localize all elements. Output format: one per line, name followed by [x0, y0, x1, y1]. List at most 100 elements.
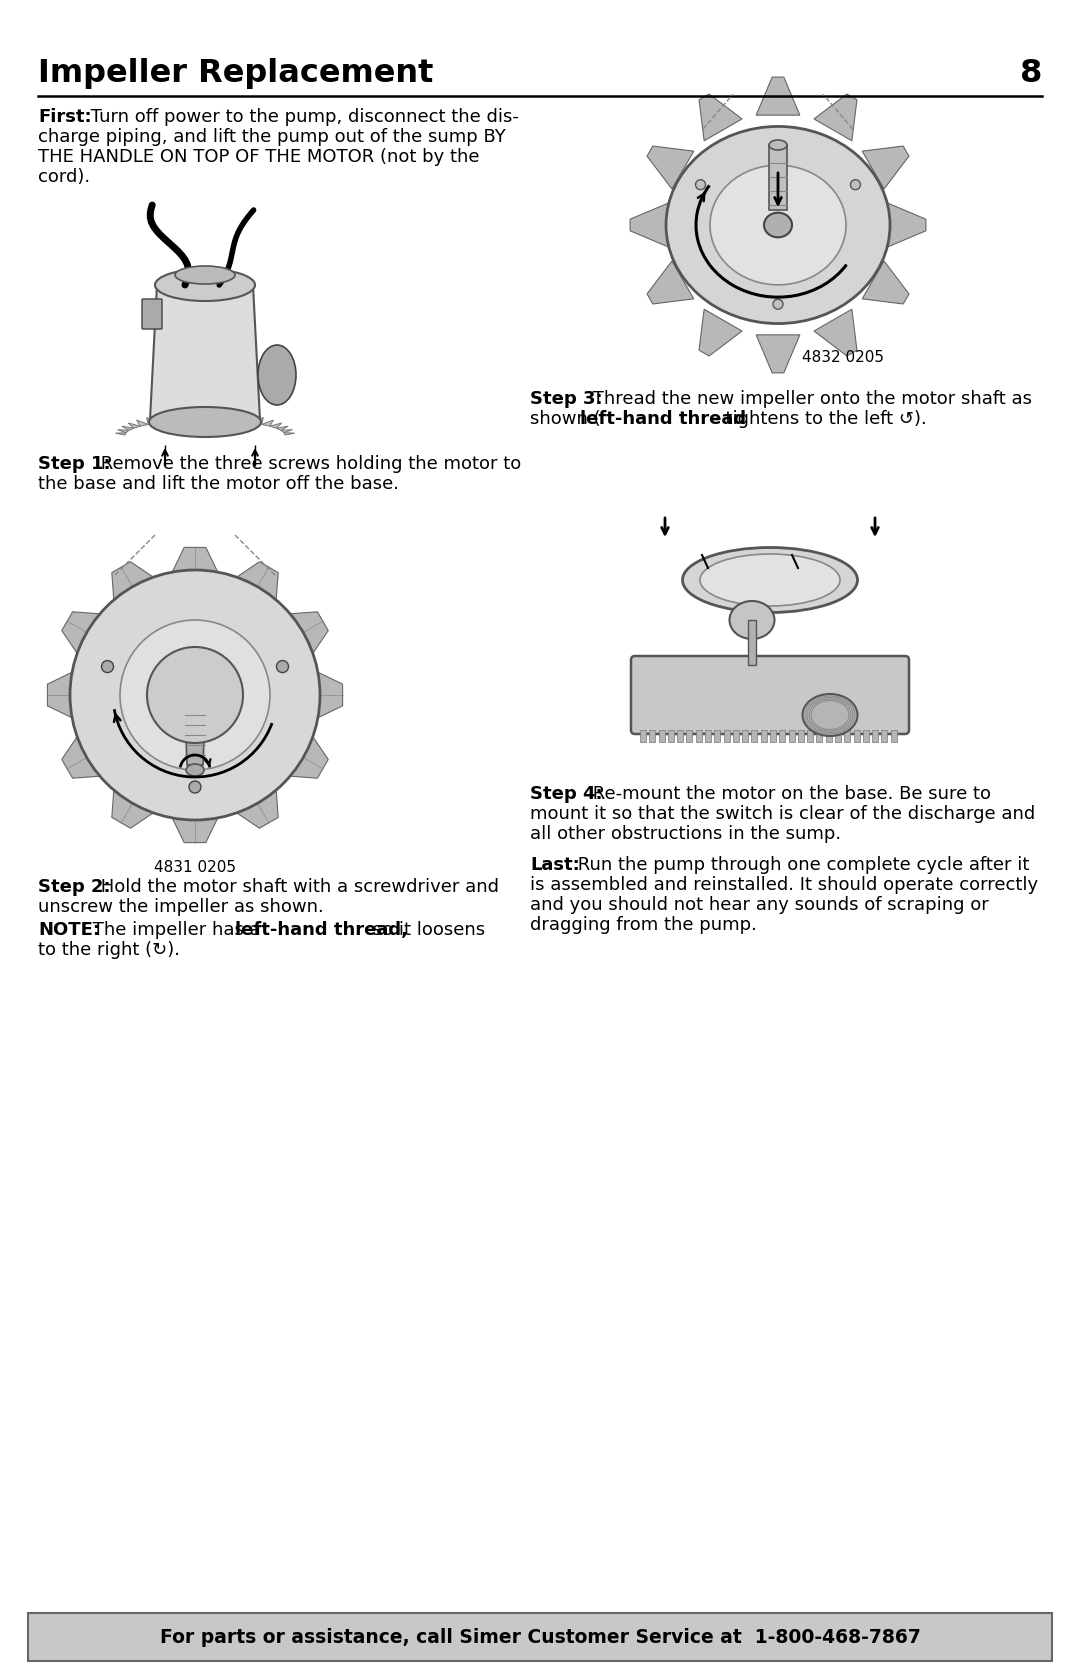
Text: 4831 0205: 4831 0205: [154, 860, 237, 875]
Polygon shape: [158, 416, 168, 422]
Polygon shape: [863, 729, 869, 743]
Polygon shape: [873, 729, 878, 743]
Polygon shape: [168, 414, 180, 422]
Polygon shape: [291, 613, 328, 653]
Polygon shape: [845, 729, 850, 743]
Polygon shape: [281, 429, 293, 432]
Polygon shape: [891, 729, 896, 743]
Polygon shape: [756, 335, 800, 372]
Polygon shape: [862, 260, 909, 304]
Polygon shape: [814, 93, 856, 140]
Polygon shape: [814, 309, 856, 355]
Text: to the right (↻).: to the right (↻).: [38, 941, 180, 960]
Ellipse shape: [769, 140, 787, 150]
Polygon shape: [881, 729, 888, 743]
Ellipse shape: [710, 165, 846, 285]
Polygon shape: [112, 789, 153, 828]
Polygon shape: [677, 729, 684, 743]
Polygon shape: [756, 77, 800, 115]
Polygon shape: [888, 204, 926, 247]
Text: Step 1:: Step 1:: [38, 456, 110, 472]
Polygon shape: [630, 204, 669, 247]
Polygon shape: [788, 729, 795, 743]
Polygon shape: [853, 729, 860, 743]
Text: unscrew the impeller as shown.: unscrew the impeller as shown.: [38, 898, 324, 916]
FancyBboxPatch shape: [28, 1612, 1052, 1661]
Text: Re-mount the motor on the base. Be sure to: Re-mount the motor on the base. Be sure …: [588, 784, 991, 803]
Text: – tightens to the left ↺).: – tightens to the left ↺).: [705, 411, 927, 427]
Text: mount it so that the switch is clear of the discharge and: mount it so that the switch is clear of …: [530, 804, 1036, 823]
Polygon shape: [205, 412, 217, 421]
Polygon shape: [826, 729, 832, 743]
Text: shown (: shown (: [530, 411, 600, 427]
Polygon shape: [318, 673, 342, 718]
Polygon shape: [649, 729, 656, 743]
Polygon shape: [659, 729, 664, 743]
Text: 4832 0205: 4832 0205: [802, 350, 885, 366]
Polygon shape: [172, 818, 218, 843]
Text: all other obstructions in the sump.: all other obstructions in the sump.: [530, 824, 841, 843]
Polygon shape: [180, 412, 192, 421]
Circle shape: [147, 648, 243, 743]
Text: Step 3:: Step 3:: [530, 391, 603, 407]
Ellipse shape: [258, 345, 296, 406]
Text: left-hand thread,: left-hand thread,: [235, 921, 408, 940]
Text: dragging from the pump.: dragging from the pump.: [530, 916, 757, 935]
Polygon shape: [261, 421, 273, 426]
Circle shape: [696, 180, 705, 190]
Text: Hold the motor shaft with a screwdriver and: Hold the motor shaft with a screwdriver …: [95, 878, 499, 896]
Polygon shape: [116, 432, 126, 436]
Polygon shape: [230, 414, 241, 422]
Polygon shape: [687, 729, 692, 743]
Polygon shape: [217, 412, 230, 421]
Polygon shape: [62, 613, 100, 653]
Polygon shape: [696, 729, 702, 743]
Circle shape: [189, 781, 201, 793]
Circle shape: [120, 619, 270, 769]
Text: Run the pump through one complete cycle after it: Run the pump through one complete cycle …: [572, 856, 1029, 875]
Ellipse shape: [666, 127, 890, 324]
Text: NOTE:: NOTE:: [38, 921, 100, 940]
Polygon shape: [291, 736, 328, 778]
Polygon shape: [780, 729, 785, 743]
Ellipse shape: [729, 601, 774, 639]
Text: left-hand thread: left-hand thread: [580, 411, 746, 427]
Polygon shape: [667, 729, 674, 743]
Polygon shape: [136, 421, 148, 426]
Polygon shape: [48, 673, 72, 718]
Ellipse shape: [764, 212, 792, 237]
Text: Impeller Replacement: Impeller Replacement: [38, 58, 433, 88]
Text: Thread the new impeller onto the motor shaft as: Thread the new impeller onto the motor s…: [588, 391, 1032, 407]
Polygon shape: [724, 729, 730, 743]
Polygon shape: [237, 789, 279, 828]
Polygon shape: [185, 709, 205, 764]
Polygon shape: [705, 729, 711, 743]
Circle shape: [773, 299, 783, 309]
Text: cord).: cord).: [38, 169, 90, 185]
Text: the base and lift the motor off the base.: the base and lift the motor off the base…: [38, 476, 399, 492]
Polygon shape: [252, 417, 264, 424]
Polygon shape: [807, 729, 813, 743]
Text: charge piping, and lift the pump out of the sump BY: charge piping, and lift the pump out of …: [38, 129, 505, 145]
Polygon shape: [118, 429, 129, 432]
Polygon shape: [733, 729, 739, 743]
Polygon shape: [172, 547, 218, 572]
FancyBboxPatch shape: [141, 299, 162, 329]
Text: Step 4:: Step 4:: [530, 784, 603, 803]
Ellipse shape: [802, 694, 858, 736]
Polygon shape: [270, 422, 282, 429]
Polygon shape: [112, 562, 153, 599]
Text: 8: 8: [1020, 58, 1042, 88]
Polygon shape: [760, 729, 767, 743]
Polygon shape: [835, 729, 841, 743]
Polygon shape: [237, 562, 279, 599]
Polygon shape: [640, 729, 646, 743]
Ellipse shape: [683, 547, 858, 613]
Polygon shape: [150, 285, 260, 421]
Ellipse shape: [700, 554, 840, 606]
Polygon shape: [798, 729, 804, 743]
Ellipse shape: [186, 764, 204, 776]
Polygon shape: [714, 729, 720, 743]
Text: so it loosens: so it loosens: [367, 921, 485, 940]
Text: is assembled and reinstalled. It should operate correctly: is assembled and reinstalled. It should …: [530, 876, 1038, 895]
